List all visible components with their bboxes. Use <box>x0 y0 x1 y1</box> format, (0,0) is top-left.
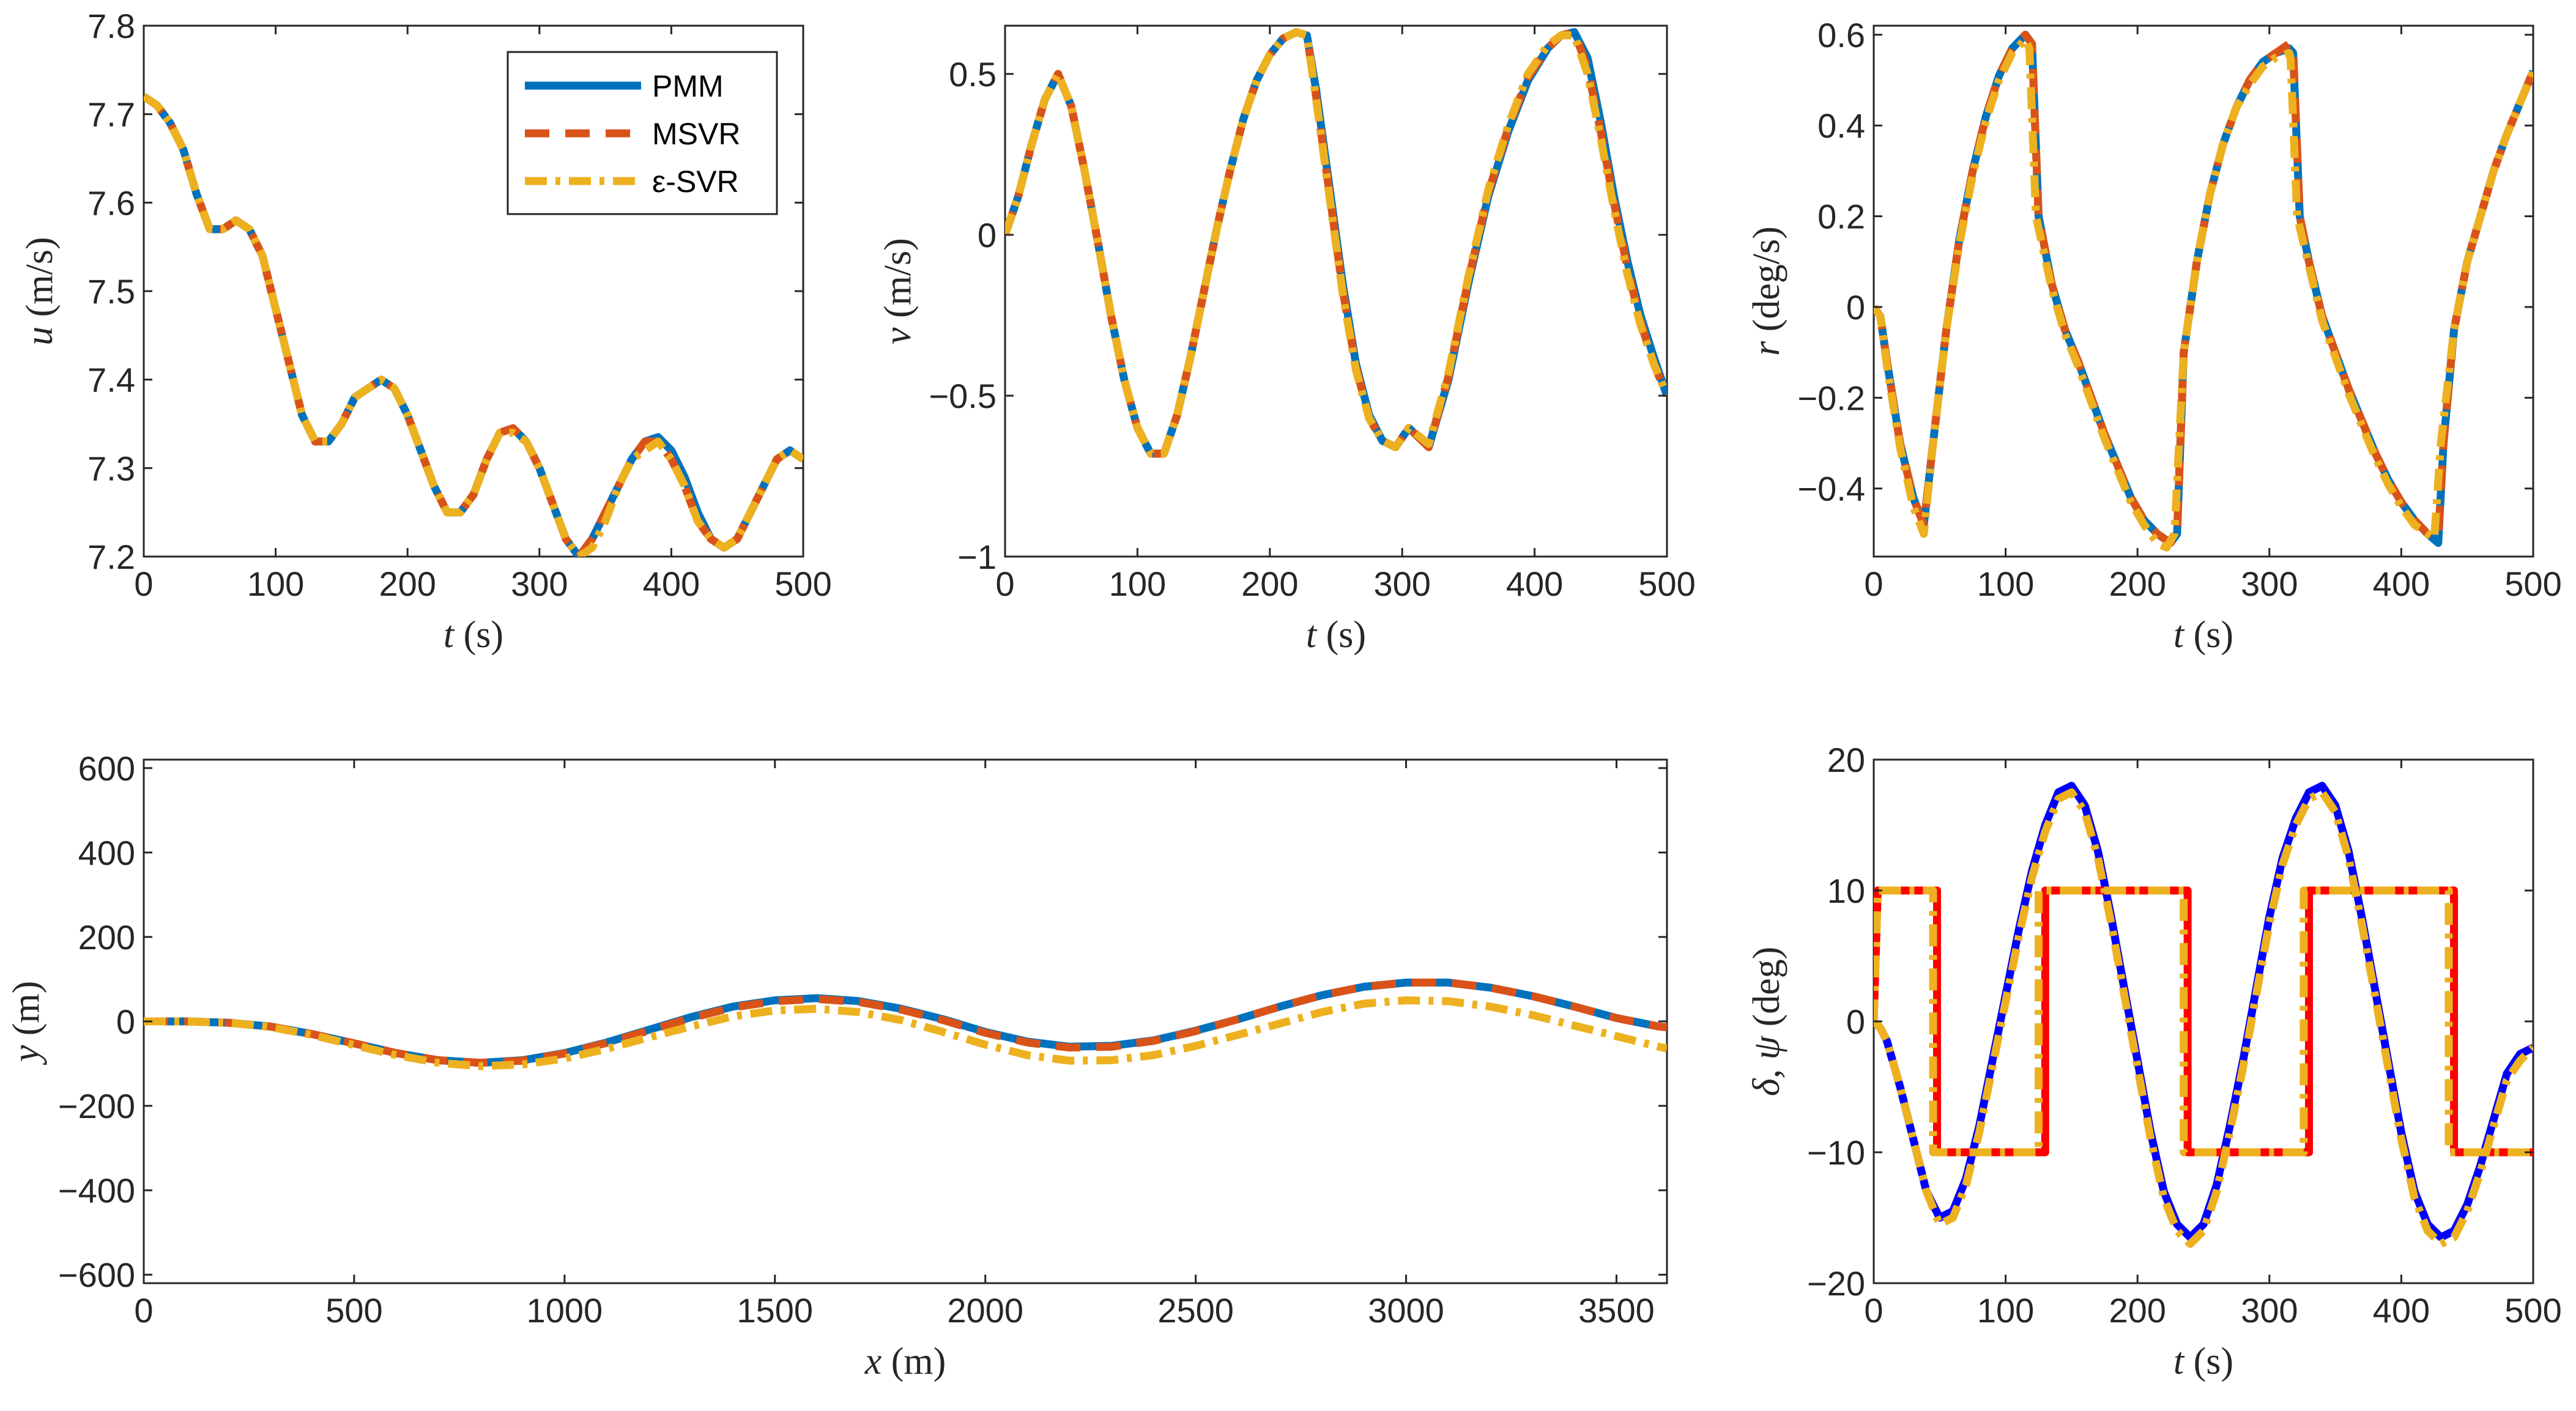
x-tick-label: 200 <box>2109 565 2166 603</box>
legend-box <box>507 51 778 215</box>
series-line-u-SVR-2 <box>144 93 803 557</box>
x-axis-label: t (s) <box>2173 1341 2233 1382</box>
x-axis-label: t (s) <box>444 614 503 656</box>
x-axis-label: x (m) <box>864 1341 946 1382</box>
y-tick-label: −400 <box>58 1171 135 1210</box>
x-tick-label: 500 <box>1638 565 1695 603</box>
panel-r: 0 100 200 300 400 500 −0.4 −0.2 0 0.2 0.4 0.6 t (s) r… <box>1746 16 2562 656</box>
y-tick-label: −10 <box>1807 1133 1865 1172</box>
y-tick-label: 7.5 <box>87 272 135 311</box>
x-tick-label: 400 <box>2373 1291 2430 1330</box>
y-tick-label: 0 <box>116 1002 135 1041</box>
y-axis-label: y (m) <box>6 981 47 1066</box>
y-tick-label: −600 <box>58 1256 135 1294</box>
y-tick-label: 7.2 <box>87 538 135 576</box>
y-tick-label: 0 <box>978 216 997 254</box>
y-tick-label: 0.2 <box>1817 198 1865 236</box>
y-tick-label: 0.5 <box>949 55 997 94</box>
y-tick-label: −200 <box>58 1087 135 1125</box>
y-tick-label: −0.2 <box>1797 379 1865 417</box>
y-axis-label: u (m/s) <box>19 237 61 345</box>
x-tick-label: 300 <box>511 565 568 603</box>
y-tick-label: 7.4 <box>87 361 135 399</box>
legend-label: PMM <box>652 69 724 103</box>
x-tick-label: 0 <box>1864 1291 1883 1330</box>
x-tick-label: 3500 <box>1578 1291 1655 1330</box>
y-tick-label: 600 <box>78 749 135 788</box>
y-tick-label: 7.6 <box>87 183 135 222</box>
x-tick-label: 200 <box>2109 1291 2166 1330</box>
x-tick-label: 500 <box>2504 565 2561 603</box>
x-tick-label: 0 <box>1864 565 1883 603</box>
y-tick-label: 0.4 <box>1817 106 1865 145</box>
x-tick-label: 400 <box>1506 565 1563 603</box>
x-tick-label: 400 <box>643 565 700 603</box>
x-tick-label: 0 <box>134 1291 153 1330</box>
x-tick-label: 100 <box>247 565 304 603</box>
y-tick-label: 0 <box>1846 288 1865 327</box>
series-group-xy <box>144 979 1667 1070</box>
x-tick-label: 300 <box>2241 565 2298 603</box>
y-tick-label: 400 <box>78 834 135 872</box>
x-tick-label: 500 <box>774 565 831 603</box>
panel-u: 0 100 200 300 400 500 7.2 7.3 7.4 7.5 7.6 7.7 7.8 t (… <box>19 7 832 656</box>
y-tick-label: 10 <box>1827 872 1865 910</box>
legend-label: ε-SVR <box>652 165 739 199</box>
x-tick-label: 500 <box>325 1291 382 1330</box>
x-tick-label: 100 <box>1977 1291 2034 1330</box>
y-tick-label: −0.4 <box>1797 470 1865 508</box>
y-tick-label: 0.6 <box>1817 16 1865 54</box>
x-tick-label: 1500 <box>737 1291 813 1330</box>
legend-label: MSVR <box>652 117 740 151</box>
y-tick-label: −20 <box>1807 1264 1865 1303</box>
y-axis-label: v (m/s) <box>877 238 919 344</box>
y-axis-label: δ, ψ (deg) <box>1746 947 1787 1097</box>
y-tick-label: 20 <box>1827 741 1865 779</box>
plot-area-xy <box>143 758 1668 1284</box>
y-tick-label: 7.7 <box>87 95 135 134</box>
series-line-xy-MSVR-1 <box>144 979 1667 1067</box>
series-line-delta_psi-SVR-3 <box>1874 886 2533 1157</box>
x-tick-label: 0 <box>134 565 153 603</box>
y-tick-label: 7.8 <box>87 7 135 45</box>
legend: PMM MSVR ε-SVR <box>507 51 778 215</box>
y-axis-label: r (deg/s) <box>1746 226 1787 356</box>
x-tick-label: 300 <box>1373 565 1430 603</box>
panel-xy: 0 500 1000 1500 2000 2500 3000 3500−600−400−200… <box>6 749 1668 1382</box>
y-tick-label: −1 <box>957 538 997 576</box>
x-tick-label: 2500 <box>1157 1291 1234 1330</box>
x-tick-label: 1000 <box>527 1291 603 1330</box>
x-tick-label: 300 <box>2241 1291 2298 1330</box>
x-tick-label: 2000 <box>947 1291 1023 1330</box>
x-axis-label: t (s) <box>1306 614 1366 656</box>
x-axis-label: t (s) <box>2173 614 2233 656</box>
y-tick-label: 7.3 <box>87 449 135 487</box>
plot-area-r <box>1873 24 2534 558</box>
x-tick-label: 0 <box>995 565 1014 603</box>
series-line-delta_psi-SVR-2 <box>1874 788 2533 1248</box>
panel-delta_psi: 0 100 200 300 400 500 −20 −10 0 10 20 t (s) δ, ψ (de… <box>1746 741 2562 1382</box>
y-tick-label: 0 <box>1846 1002 1865 1041</box>
series-group-u <box>144 93 803 557</box>
x-tick-label: 500 <box>2504 1291 2561 1330</box>
x-tick-label: 3000 <box>1368 1291 1444 1330</box>
series-group-v <box>1005 28 1667 458</box>
series-line-v-SVR-2 <box>1005 28 1667 458</box>
x-tick-label: 100 <box>1109 565 1166 603</box>
series-line-r-SVR-2 <box>1874 35 2533 552</box>
x-tick-label: 400 <box>2373 565 2430 603</box>
x-tick-label: 100 <box>1977 565 2034 603</box>
series-group-delta_psi <box>1874 782 2533 1248</box>
panel-v: 0 100 200 300 400 500 −1 −0.5 0 0.5 t (s) v (m/s) <box>877 24 1696 656</box>
x-tick-label: 200 <box>1241 565 1298 603</box>
y-tick-label: −0.5 <box>929 377 997 415</box>
y-tick-label: 200 <box>78 918 135 957</box>
series-group-r <box>1874 31 2533 552</box>
plot-area-v <box>1004 24 1668 558</box>
plot-area-delta_psi <box>1873 758 2534 1284</box>
x-tick-label: 200 <box>379 565 436 603</box>
